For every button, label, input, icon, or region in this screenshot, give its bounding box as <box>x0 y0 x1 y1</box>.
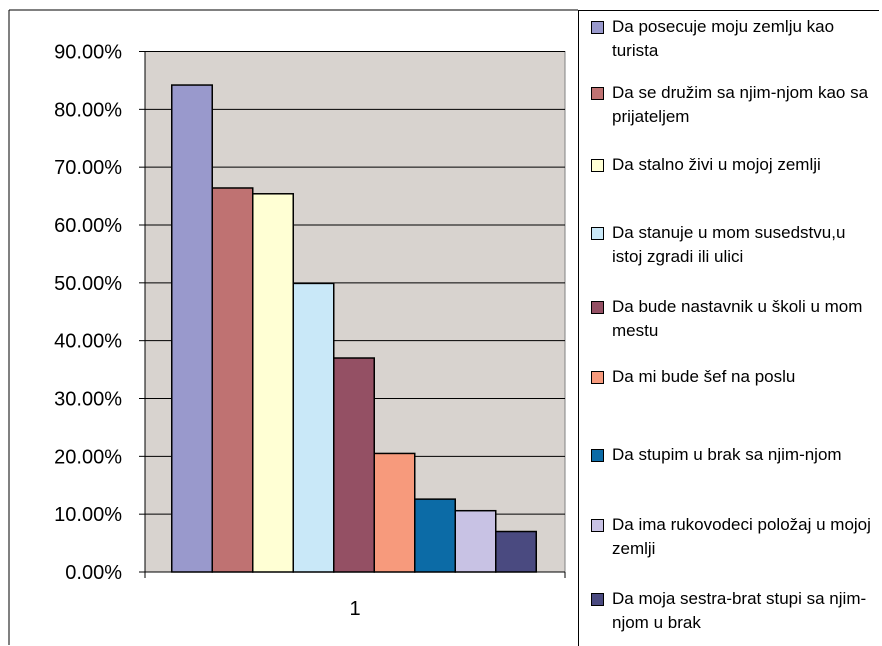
legend-label: Da stupim u brak sa njim-njom <box>612 445 842 464</box>
legend-item: Da bude nastavnik u školi u mom mestu <box>591 295 875 343</box>
y-tick-label: 30.00% <box>54 389 122 411</box>
y-tick-label: 10.00% <box>54 504 122 526</box>
legend-swatch <box>591 159 604 172</box>
legend-label: Da bude nastavnik u školi u mom mestu <box>612 297 863 340</box>
legend-item: Da moja sestra-brat stupi sa njim-njom u… <box>591 587 875 635</box>
legend-item: Da stanuje u mom susedstvu,u istoj zgrad… <box>591 221 875 269</box>
legend-item: Da posecuje moju zemlju kao turista <box>591 15 875 63</box>
y-tick-label: 70.00% <box>54 157 122 179</box>
bar <box>292 282 335 573</box>
legend-label: Da stanuje u mom susedstvu,u istoj zgrad… <box>612 223 846 266</box>
legend-swatch <box>591 301 604 314</box>
y-tick-label: 20.00% <box>54 446 122 468</box>
legend-label: Da ima rukovodeci položaj u mojoj zemlji <box>612 515 871 558</box>
legend-swatch <box>591 519 604 532</box>
y-tick-label: 80.00% <box>54 99 122 121</box>
bar <box>211 187 254 573</box>
bar <box>454 509 497 573</box>
legend-item: Da stalno živi u mojoj zemlji <box>591 153 875 177</box>
y-tick-label: 0.00% <box>65 562 122 584</box>
legend-swatch <box>591 593 604 606</box>
legend: Da posecuje moju zemlju kao turista Da se… <box>578 10 879 646</box>
bar <box>333 357 375 573</box>
y-tick-label: 50.00% <box>54 273 122 295</box>
legend-swatch <box>591 227 604 240</box>
legend-label: Da mi bude šef na poslu <box>612 367 796 386</box>
y-tick-label: 90.00% <box>54 42 122 64</box>
legend-item: Da stupim u brak sa njim-njom <box>591 443 875 467</box>
bar <box>252 193 294 573</box>
legend-item: Da ima rukovodeci položaj u mojoj zemlji <box>591 513 875 561</box>
legend-swatch <box>591 21 604 34</box>
legend-swatch <box>591 371 604 384</box>
y-tick-label: 60.00% <box>54 215 122 237</box>
y-tick-label: 40.00% <box>54 331 122 353</box>
bar <box>373 452 416 573</box>
legend-swatch <box>591 87 604 100</box>
legend-swatch <box>591 449 604 462</box>
bar <box>171 84 213 573</box>
legend-label: Da se družim sa njim-njom kao sa prijate… <box>612 83 869 126</box>
legend-label: Da posecuje moju zemlju kao turista <box>612 17 835 60</box>
legend-item: Da se družim sa njim-njom kao sa prijate… <box>591 81 875 129</box>
x-category-label: 1 <box>349 598 360 620</box>
bar <box>495 530 537 573</box>
legend-label: Da stalno živi u mojoj zemlji <box>612 155 821 174</box>
legend-item: Da mi bude šef na poslu <box>591 365 875 389</box>
legend-label: Da moja sestra-brat stupi sa njim-njom u… <box>612 589 867 632</box>
bar <box>414 498 456 573</box>
